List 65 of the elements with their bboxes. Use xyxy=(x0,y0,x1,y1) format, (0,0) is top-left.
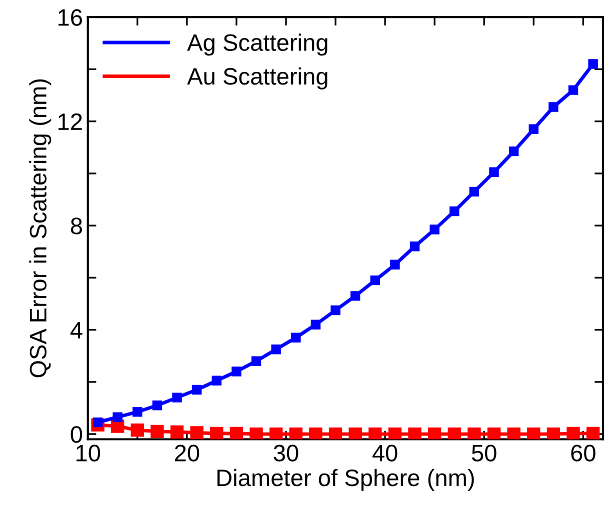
point xyxy=(528,124,538,134)
point xyxy=(232,366,242,376)
point xyxy=(408,427,422,440)
point xyxy=(330,305,340,316)
point xyxy=(130,424,144,437)
point xyxy=(566,426,580,440)
point xyxy=(132,407,142,417)
point xyxy=(251,356,262,366)
point xyxy=(291,332,301,342)
point xyxy=(527,427,540,440)
point xyxy=(450,206,460,216)
y-tick-label: 8 xyxy=(70,218,82,234)
point xyxy=(170,425,184,439)
point xyxy=(546,427,560,440)
point xyxy=(309,427,322,440)
y-tick-label: 16 xyxy=(58,9,82,26)
point xyxy=(508,146,519,156)
y-axis-title: QSA Error in Scattering (nm) xyxy=(29,79,52,378)
point xyxy=(568,85,578,95)
point xyxy=(150,424,164,438)
point xyxy=(172,392,182,402)
point xyxy=(310,320,321,330)
point xyxy=(350,291,360,301)
point xyxy=(328,427,342,440)
point xyxy=(487,427,501,440)
point xyxy=(192,384,202,395)
point xyxy=(152,400,162,410)
point xyxy=(212,376,222,386)
point xyxy=(448,427,461,440)
y-tick-label: 12 xyxy=(58,113,82,130)
point xyxy=(250,427,263,440)
x-tick-label: 20 xyxy=(174,444,200,462)
point xyxy=(430,224,440,234)
point xyxy=(210,426,224,440)
y-tick-label: 0 xyxy=(70,426,82,443)
point xyxy=(92,417,103,428)
x-tick-label: 30 xyxy=(274,444,298,462)
point xyxy=(368,427,382,440)
point xyxy=(230,426,244,440)
x-tick-label: 40 xyxy=(372,444,398,462)
x-tick-label: 10 xyxy=(76,444,100,462)
point xyxy=(489,167,499,178)
point xyxy=(390,260,400,270)
point xyxy=(469,186,480,197)
point xyxy=(112,412,122,422)
point xyxy=(190,426,204,440)
point xyxy=(428,427,442,440)
point xyxy=(370,275,380,286)
x-tick-label: 50 xyxy=(472,444,496,462)
point xyxy=(468,427,481,440)
point xyxy=(388,427,402,440)
point xyxy=(586,426,600,440)
point xyxy=(410,242,420,252)
point xyxy=(271,344,281,354)
point xyxy=(269,427,283,440)
legend-label: Ag Scattering xyxy=(187,34,328,56)
x-axis-title: Diameter of Sphere (nm) xyxy=(217,468,474,491)
legend-label: Au Scattering xyxy=(187,67,328,90)
point xyxy=(588,59,598,69)
point xyxy=(507,427,520,440)
point xyxy=(289,427,302,440)
point xyxy=(348,427,362,440)
y-tick-label: 4 xyxy=(70,322,82,338)
point xyxy=(548,102,558,112)
x-tick-label: 60 xyxy=(571,444,596,462)
